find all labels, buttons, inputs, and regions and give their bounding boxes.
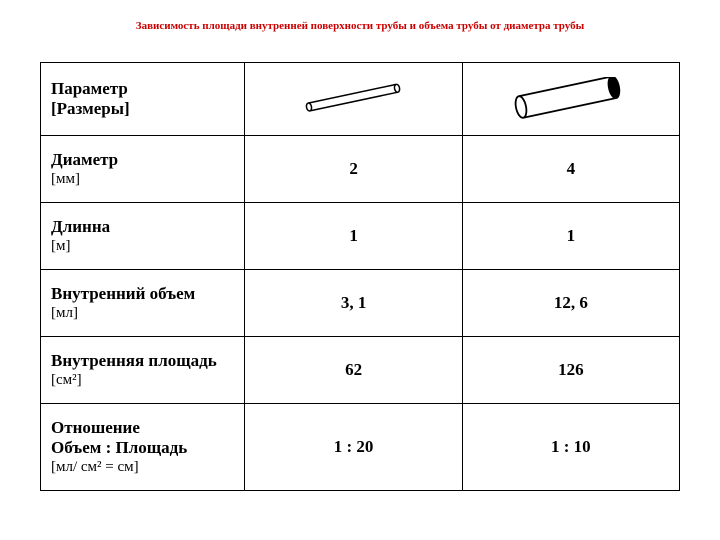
page-title: Зависимость площади внутренней поверхнос… <box>40 20 680 32</box>
row-val-1: 2 <box>245 136 462 203</box>
thin-pipe-icon <box>294 79 414 119</box>
row-val-1: 3, 1 <box>245 270 462 337</box>
row-label: Диаметр [мм] <box>41 136 245 203</box>
header-label-cell: Параметр [Размеры] <box>41 63 245 136</box>
table-header-row: Параметр [Размеры] <box>41 63 680 136</box>
row-val-2: 4 <box>462 136 679 203</box>
thin-pipe-cell <box>245 63 462 136</box>
row-unit: [см²] <box>51 372 82 388</box>
data-table: Параметр [Размеры] <box>40 62 680 491</box>
row-unit: [м] <box>51 238 70 254</box>
row-val-1: 1 : 20 <box>245 404 462 491</box>
table-row: Внутренний объем [мл] 3, 1 12, 6 <box>41 270 680 337</box>
row-unit: [мл] <box>51 305 78 321</box>
row-name: Диаметр <box>51 150 118 169</box>
row-name-2: Объем : Площадь <box>51 438 187 457</box>
row-unit: [мл/ см² = см] <box>51 459 139 475</box>
row-val-2: 12, 6 <box>462 270 679 337</box>
row-name: Внутренняя площадь <box>51 351 217 370</box>
header-name: Параметр <box>51 79 128 98</box>
header-unit: [Размеры] <box>51 99 130 118</box>
row-val-2: 1 : 10 <box>462 404 679 491</box>
row-val-1: 62 <box>245 337 462 404</box>
row-label: Внутренняя площадь [см²] <box>41 337 245 404</box>
row-label: Длинна [м] <box>41 203 245 270</box>
row-label: Внутренний объем [мл] <box>41 270 245 337</box>
table-row: Внутренняя площадь [см²] 62 126 <box>41 337 680 404</box>
table-row: Отношение Объем : Площадь [мл/ см² = см]… <box>41 404 680 491</box>
table-row: Диаметр [мм] 2 4 <box>41 136 680 203</box>
thick-pipe-icon <box>506 77 636 121</box>
table-row: Длинна [м] 1 1 <box>41 203 680 270</box>
thick-pipe-cell <box>462 63 679 136</box>
row-unit: [мм] <box>51 171 80 187</box>
row-label: Отношение Объем : Площадь [мл/ см² = см] <box>41 404 245 491</box>
row-val-2: 126 <box>462 337 679 404</box>
row-name-1: Отношение <box>51 418 140 437</box>
row-name: Внутренний объем <box>51 284 195 303</box>
row-name: Длинна <box>51 217 110 236</box>
row-val-2: 1 <box>462 203 679 270</box>
row-val-1: 1 <box>245 203 462 270</box>
